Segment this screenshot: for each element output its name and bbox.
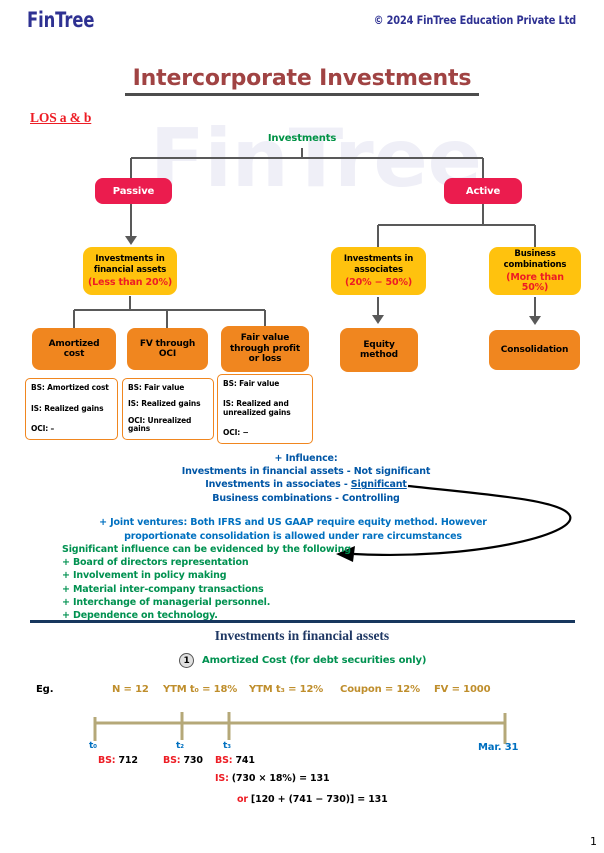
method-fair-value-pl: Fair value through profit or loss [221, 326, 309, 372]
param-ytm-t3: YTM t₃ = 12% [249, 684, 324, 695]
list-item: + Dependence on technology. [62, 610, 218, 622]
param-coupon: Coupon = 12% [340, 684, 420, 695]
timeline-label-t3: t₃ [223, 741, 231, 751]
treatment-box-fvoci: BS: Fair value IS: Realized gains OCI: U… [122, 378, 214, 440]
list-item: + Material inter-company transactions [62, 583, 264, 595]
step-number-badge: 1 [179, 653, 194, 668]
bs-value-t0: BS: 712 [98, 755, 138, 766]
treatment-is: IS: Realized gains [31, 403, 104, 413]
arrowhead-consolidation-icon [529, 316, 541, 325]
timeline [93, 712, 507, 744]
example-label: Eg. [36, 684, 54, 695]
param-fv: FV = 1000 [434, 684, 491, 695]
method-equity: Equity method [340, 328, 418, 372]
timeline-label-t0: t₀ [89, 741, 97, 751]
section-divider [30, 620, 575, 623]
category-name: Business combinations [503, 249, 567, 270]
page-number: 1 [590, 835, 597, 848]
influence-line-combinations: Business combinations - Controlling [212, 492, 400, 504]
title-row: Intercorporate Investments [0, 66, 604, 96]
treatment-bs: BS: Amortized cost [31, 383, 109, 392]
fintree-logo: FinTree [27, 8, 95, 32]
treatment-oci: OCI: − [223, 428, 249, 438]
category-financial-assets: Investments in financial assets (Less th… [83, 247, 177, 295]
node-passive: Passive [95, 178, 172, 204]
timeline-end-label: Mar. 31 [478, 742, 519, 753]
category-name: Investments in associates [343, 254, 414, 275]
treatment-bs: BS: Fair value [223, 379, 280, 388]
significant-curved-arrow [353, 484, 572, 556]
arrowhead-passive-icon [125, 236, 137, 245]
curved-arrowhead-icon [336, 546, 355, 562]
header-copyright: © 2024 FinTree Education Private Ltd [373, 13, 576, 27]
category-business-combinations: Business combinations (More than 50%) [489, 247, 581, 295]
is-calculation: IS: (730 × 18%) = 131 [215, 773, 330, 784]
method-amortized-cost: Amortized cost [32, 328, 116, 370]
arrowhead-equity-icon [372, 315, 384, 324]
list-item: + Interchange of managerial personnel. [62, 596, 271, 608]
bs-value-t3: BS: 741 [215, 755, 255, 766]
treatment-oci: OCI: – [31, 424, 55, 434]
influence-heading: + Influence: [274, 453, 338, 464]
page-title: Intercorporate Investments [124, 66, 480, 96]
method-consolidation: Consolidation [489, 330, 580, 370]
category-range: (More than 50%) [506, 272, 564, 293]
category-name: Investments in financial assets [93, 254, 167, 275]
timeline-label-t2: t₂ [176, 741, 184, 751]
step-title: Amortized Cost (for debt securities only… [202, 655, 427, 666]
influence-line-associates: Investments in associates - Significant [205, 479, 407, 491]
significant-influence-heading: Significant influence can be evidenced b… [62, 544, 351, 555]
los-label: LOS a & b [30, 110, 92, 125]
node-active: Active [444, 178, 522, 204]
significant-influence-list: Significant influence can be evidenced b… [62, 543, 492, 622]
treatment-is: IS: Realized and unrealized gains [223, 399, 291, 417]
influence-note: + Influence: Investments in financial as… [56, 452, 556, 505]
category-range: (Less than 20%) [87, 277, 173, 288]
node-investments: Investments [267, 133, 337, 144]
is-calculation-alt: or [120 + (741 − 730)] = 131 [237, 794, 388, 805]
influence-line-financial-assets: Investments in financial assets - Not si… [181, 466, 431, 478]
list-item: + Involvement in policy making [62, 570, 227, 582]
bs-value-t2: BS: 730 [163, 755, 203, 766]
treatment-oci: OCI: Unrealized gains [128, 415, 192, 434]
list-item: + Board of directors representation [62, 557, 249, 569]
section-title: Investments in financial assets [214, 628, 390, 643]
category-associates: Investments in associates (20% − 50%) [331, 247, 426, 295]
significant-underlined: Significant [350, 479, 407, 491]
treatment-box-amortized: BS: Amortized cost IS: Realized gains OC… [25, 378, 118, 440]
method-fv-through-oci: FV through OCI [127, 328, 208, 370]
tree-connector-path [73, 148, 536, 328]
param-ytm-t0: YTM t₀ = 18% [163, 684, 238, 695]
treatment-is: IS: Realized gains [128, 399, 201, 409]
joint-ventures-note: + Joint ventures: Both IFRS and US GAAP … [99, 517, 487, 542]
param-n: N = 12 [112, 684, 149, 695]
category-range: (20% − 50%) [344, 277, 413, 288]
treatment-box-fvpl: BS: Fair value IS: Realized and unrealiz… [217, 374, 313, 444]
treatment-bs: BS: Fair value [128, 383, 185, 392]
